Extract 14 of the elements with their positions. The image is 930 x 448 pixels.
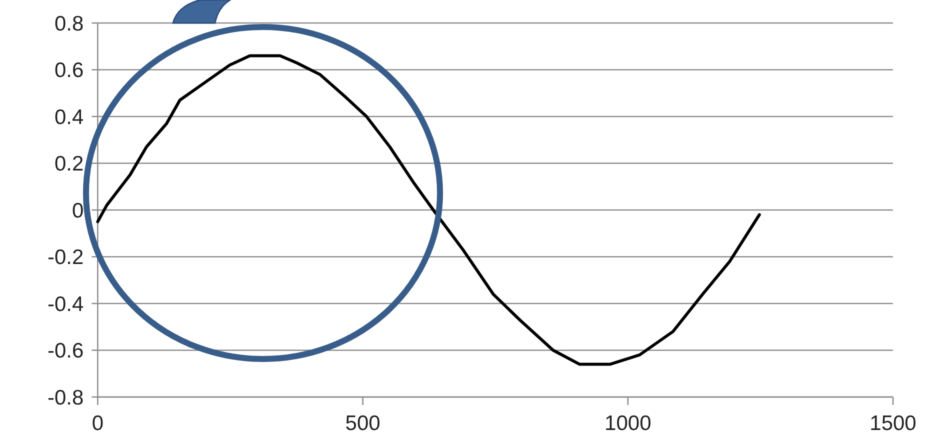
- x-tick-label: 500: [345, 412, 380, 435]
- y-tick-label: 0.6: [54, 59, 84, 82]
- x-tick-label: 1000: [604, 412, 652, 435]
- y-tick-label: -0.8: [48, 386, 84, 410]
- y-tick-label: -0.4: [48, 292, 84, 316]
- line-series: [96, 54, 761, 366]
- y-tick-label: -0.2: [48, 246, 84, 270]
- x-tick-label: 1500: [870, 412, 916, 435]
- y-tick-label: 0.4: [54, 106, 84, 129]
- y-tick-label: 0.2: [54, 152, 84, 176]
- y-tick-label: 0.8: [54, 12, 84, 36]
- y-tick-label: 0: [72, 199, 84, 222]
- x-tick-label: 0: [92, 412, 104, 435]
- y-tick-label: -0.6: [48, 340, 84, 363]
